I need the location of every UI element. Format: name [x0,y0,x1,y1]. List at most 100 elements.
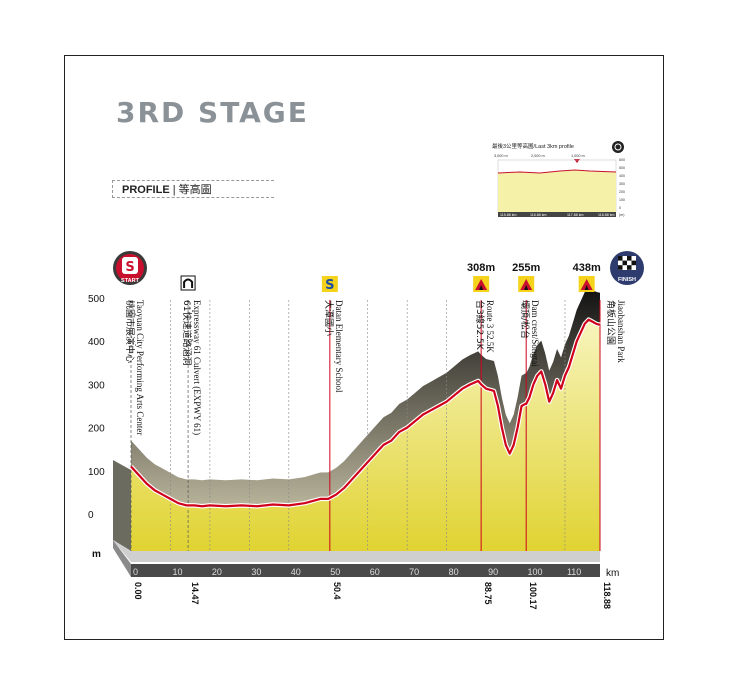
route-label: Expressway 61 Culvert (EXPWY 61)61快速道路涵洞 [181,300,202,435]
x-axis-bar [131,564,600,577]
route-label-en: Datan Elementary School [334,300,344,393]
y-tick-label: 300 [88,380,105,391]
kom-icon-peak [524,285,529,290]
sprint-icon: S [321,276,338,293]
finish-flag-square [627,265,632,270]
y-tick-label: 100 [88,467,105,478]
inset-svg: 最後3公里等高圖/Last 3km profile 3,000 m 2,000 … [492,141,625,217]
inset-x-tick: 116.88 km [530,213,547,217]
inset-y-tick: 600 [619,158,625,162]
km-milestone-label: 50.4 [332,582,342,600]
kom-icon-peak [479,285,484,290]
km-milestone-label: 88.75 [483,582,493,605]
x-axis-unit: km [606,568,619,579]
reference-lines [130,300,601,551]
start-icon-badge [122,257,138,274]
route-label-en: Expressway 61 Culvert (EXPWY 61) [192,300,202,435]
route-label-zh: 角板山公園 [605,300,617,345]
route-label-en: Route 3 52.5K [485,300,495,353]
route-label-en: Dam crest/Songtai [530,300,540,367]
x-tick-label: 10 [172,567,182,577]
inset-x-tick: 115.88 km [500,213,517,217]
inset-y-tick: 100 [619,198,625,202]
elevation-line-path [130,318,601,508]
y-tick-label: 200 [88,424,105,435]
x-tick-label: 20 [212,567,222,577]
x-tick-label: 30 [251,567,261,577]
route-label-zh: 台3線52.5K [474,300,486,351]
x-tick-label: 0 [133,567,138,577]
elevation-fill [131,319,600,551]
route-label-zh: 61快速道路涵洞 [181,300,193,365]
inset-x-axis-bar [498,212,616,217]
kom-altitude-label: 308m [467,262,495,274]
x-tick-label: 70 [409,567,419,577]
sprint-icon-letter: S [325,278,334,293]
finish-icon-text: FINISH [618,277,636,283]
x-tick-label: 60 [370,567,380,577]
page-title: 3RD STAGE [116,96,309,129]
finish-flag-square [618,256,623,261]
route-label: Taoyuan City Performing Arts Center桃園市展演… [124,300,145,435]
profile-separator: | [172,184,176,196]
profile-label-zh: 等高圖 [178,184,212,196]
last-3km-inset: 最後3公里等高圖/Last 3km profile 3,000 m 2,000 … [490,140,628,220]
start-icon-text: START [121,278,140,284]
x-tick-label: 110 [567,567,581,577]
inset-title: 最後3公里等高圖/Last 3km profile [492,142,574,150]
kom-icon-mountain [475,279,488,290]
kom-altitude-label: 438m [573,262,601,274]
profile-label-en: PROFILE [122,184,170,196]
route-icons: S START FINISH S 308m 255m 438m [113,251,644,293]
kom-icon-mountain [580,279,593,290]
km-milestone-label: 118.88 [602,582,612,609]
inset-x-tick: 118.88 km [598,213,615,217]
y-axis-unit: m [92,549,101,560]
tunnel-icon [180,275,196,291]
km-milestone-label: 14.47 [190,582,200,605]
inset-y-tick: 500 [619,166,625,170]
x-axis-bevel [113,540,600,562]
terrain-left-wedge [113,460,131,551]
kom-icon: 255m [512,262,540,292]
x-tick-label: 90 [488,567,498,577]
kom-altitude-label: 255m [512,262,540,274]
finish-icon: FINISH [610,251,644,285]
inset-area [498,170,616,212]
kom-icon: 438m [573,262,601,292]
route-label-zh: 大潭國小 [323,300,335,336]
route-label-zh: 壩頂/松台 [519,300,531,339]
start-icon: S START [113,251,147,285]
inset-top-tick: 2,000 m [531,154,545,158]
km-milestone-label: 0.00 [133,582,143,600]
kom-icon-mountain [520,279,533,290]
sprint-icon-box [321,276,338,292]
start-icon-letter: S [125,260,134,275]
x-tick-label: 40 [291,567,301,577]
x-tick-label: 80 [449,567,459,577]
inset-y-tick: 300 [619,182,625,186]
route-label-zh: 桃園市展演中心 [124,300,136,363]
y-tick-label: 400 [88,337,105,348]
inset-y-tick: 400 [619,174,625,178]
finish-flag-square [627,256,632,261]
profile-tab: PROFILE | 等高圖 [112,180,274,198]
y-tick-label: 0 [88,510,94,521]
finish-flag-square [622,260,627,266]
x-tick-label: 100 [528,567,543,577]
elevation-area [131,319,600,551]
elevation-line [129,317,601,509]
km-milestone-label: 100.17 [528,582,538,610]
inset-y-tick: (m) [619,213,624,217]
route-label-en: Jiaobanshan Park [616,300,626,363]
kom-icon-peak [584,285,589,290]
kom-icon: 308m [467,262,495,292]
route-label-en: Taoyuan City Performing Arts Center [135,300,145,435]
x-tick-label: 50 [330,567,340,577]
inset-top-tick: 3,000 m [494,154,508,158]
